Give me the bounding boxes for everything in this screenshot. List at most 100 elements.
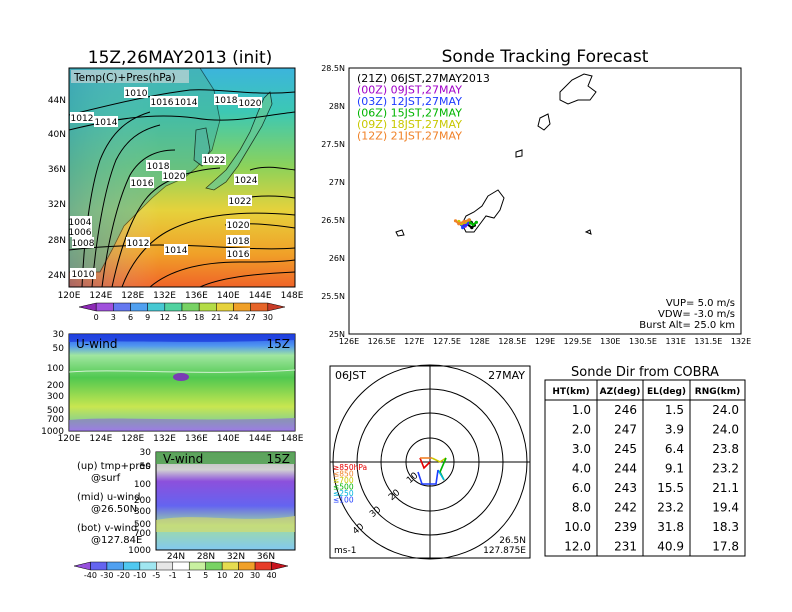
pressure-tick: 100 — [47, 364, 64, 374]
panel-notes: (up) tmp+pres @surf (mid) u-wind @26.50N… — [77, 461, 151, 546]
lat-tick: 36N — [48, 165, 66, 175]
sonde-track — [460, 219, 471, 230]
colorbar-cell — [198, 302, 217, 312]
isobar-labels: 1010 1016 1014 1018 1020 1012 1014 1018 … — [69, 87, 262, 280]
colorbar-tick: 30 — [250, 571, 260, 580]
y-tick-label: 28N — [329, 102, 345, 111]
isobar-label: 1018 — [215, 96, 238, 106]
table-cell: 6.0 — [572, 481, 591, 495]
lat-tick: 28N — [197, 552, 215, 562]
colorbar-cell — [188, 561, 206, 571]
isobar-label: 1022 — [203, 156, 226, 166]
lon-tick: 120E — [58, 434, 81, 444]
table-header: EL(deg) — [647, 387, 686, 397]
track-point — [457, 222, 461, 226]
colorbar-cell — [221, 561, 239, 571]
x-tick-label: 129E — [535, 337, 555, 346]
v-wind-panel: V-wind 15Z — [155, 451, 296, 551]
x-tick-label: 128E — [470, 337, 490, 346]
lon-tick: 124E — [89, 291, 112, 301]
temp-pressure-map: 1010 1016 1014 1018 1020 1012 1014 1018 … — [68, 67, 296, 288]
pressure-tick: 30 — [140, 448, 152, 458]
pressure-tick: 50 — [53, 344, 65, 354]
colorbar-cell — [95, 302, 114, 312]
note-up: (up) tmp+pres — [77, 461, 151, 472]
table-cell: 23.2 — [712, 462, 739, 476]
table-cell: 247 — [614, 423, 637, 437]
pressure-tick: 500 — [134, 520, 151, 530]
table-cell: 1.5 — [665, 403, 684, 417]
colorbar-tick: -5 — [152, 571, 160, 580]
track-point — [462, 219, 466, 224]
colorbar-tick: -30 — [100, 571, 113, 580]
lon-tick: 120E — [58, 291, 81, 301]
polar-date: 27MAY — [488, 369, 525, 382]
isobar-label: 1012 — [127, 239, 150, 249]
polar-unit: ms-1 — [334, 546, 356, 556]
colorbar-tick: 10 — [217, 571, 227, 580]
isobar-label: 1018 — [147, 162, 170, 172]
lat-tick: 40N — [48, 130, 66, 140]
track-point — [468, 221, 473, 225]
track-point — [467, 218, 471, 222]
lon-tick: 144E — [249, 434, 272, 444]
isobar-label: 1018 — [227, 237, 250, 247]
track-point — [453, 219, 458, 223]
track-point — [471, 223, 475, 227]
table-title: Sonde Dir from COBRA — [571, 365, 719, 380]
sonde-table: HT(km) AZ(deg) EL(deg) RNG(km) 1.0 246 1.5 24.0… — [544, 379, 746, 557]
y-tick-label: 26.5N — [321, 216, 345, 225]
coastlines — [395, 73, 597, 237]
isobar-label: 1010 — [125, 89, 148, 99]
track-point — [461, 226, 465, 230]
pressure-tick: 100 — [134, 480, 151, 490]
lon-tick: 144E — [249, 291, 272, 301]
japan-outline — [205, 91, 273, 191]
colorbar-tick: 21 — [211, 313, 221, 322]
colorbar-tick: 30 — [263, 313, 273, 322]
table-cell: 231 — [614, 540, 637, 554]
level-legend-entry: ≤500 — [333, 483, 354, 492]
table-cell: 2.0 — [572, 423, 591, 437]
pressure-tick: 200 — [47, 381, 64, 391]
isobar-label: 1014 — [95, 118, 118, 128]
table-cell: 6.4 — [665, 442, 684, 456]
isobar-label: 1024 — [235, 176, 258, 186]
note-mid: (mid) u-wind — [77, 492, 140, 503]
colorbar-cell — [123, 561, 141, 571]
level-legend-entry: ≤100 — [333, 496, 354, 505]
tracking-title: Sonde Tracking Forecast — [442, 47, 649, 67]
pressure-tick: 50 — [140, 462, 152, 472]
lat-tick: 44N — [48, 96, 66, 106]
track-point — [474, 220, 478, 224]
table-header: AZ(deg) — [600, 387, 641, 397]
colorbar-tick: 20 — [234, 571, 244, 580]
polar-lat: 26.5N — [499, 536, 526, 546]
table-cell: 3.9 — [665, 423, 684, 437]
x-tick-label: 131.5E — [694, 337, 722, 346]
table-cell: 1.0 — [572, 403, 591, 417]
u-wind-time: 15Z — [267, 337, 291, 351]
table-cell: 244 — [614, 462, 637, 476]
tracking-map-frame — [348, 67, 742, 335]
lon-tick: 136E — [185, 434, 208, 444]
isobar-lines — [68, 89, 296, 288]
x-tick-label: 128.5E — [498, 337, 526, 346]
table-cell: 23.8 — [712, 442, 739, 456]
level-legend-entry: ≤700 — [333, 476, 354, 485]
table-cell: 245 — [614, 442, 637, 456]
v-wind-time: 15Z — [267, 452, 291, 466]
v-wind-label: V-wind — [163, 452, 203, 466]
isobar-label: 1008 — [72, 239, 95, 249]
colorbar-cell — [233, 302, 251, 312]
colorbar-cell — [113, 302, 131, 312]
table-cell: 24.0 — [712, 423, 739, 437]
colorbar-tick: -20 — [117, 571, 130, 580]
colorbar-cell — [254, 561, 272, 571]
colorbar-cell — [205, 561, 223, 571]
table-cell: 12.0 — [564, 540, 591, 554]
colorbar-cell — [267, 302, 286, 312]
colorbar-cell — [250, 302, 269, 312]
vdw-param: VDW= -3.0 m/s — [658, 309, 735, 320]
polar-time: 06JST — [335, 369, 366, 382]
